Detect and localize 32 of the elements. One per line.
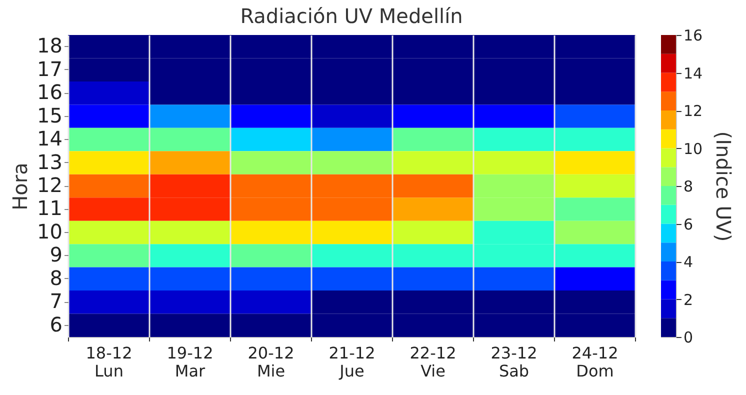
y-tick-label: 9: [50, 242, 62, 267]
color-bar-label: 8: [684, 178, 694, 196]
x-tick-label: 21-12 Jue: [328, 344, 376, 380]
x-tick-label: 22-12 Vie: [410, 344, 456, 380]
color-bar-title: (Indice UV): [712, 131, 736, 242]
y-tick-label: 6: [50, 312, 62, 336]
y-tick-label: 13: [37, 150, 62, 174]
y-tick-label: 14: [37, 126, 62, 151]
x-tick-label: 24-12 Dom: [572, 344, 618, 380]
color-bar-label: 12: [684, 102, 703, 120]
x-tick-label: 18-12 Lun: [86, 344, 132, 380]
color-bar-label: 6: [684, 215, 694, 234]
y-axis-title: Hora: [8, 162, 32, 210]
y-tick-label: 15: [37, 103, 62, 128]
color-bar-label: 16: [684, 26, 703, 44]
color-bar-label: 14: [684, 64, 703, 82]
y-tick-label: 11: [37, 196, 62, 220]
color-bar-label: 0: [684, 328, 694, 346]
x-tick-label: 20-12 Mie: [248, 344, 294, 380]
x-tick-label: 19-12 Mar: [166, 344, 214, 380]
y-tick-label: 12: [37, 173, 62, 197]
y-tick-label: 17: [37, 56, 62, 81]
y-tick-label: 18: [37, 34, 62, 58]
x-tick-label: 23-12 Sab: [490, 344, 538, 380]
y-tick-label: 7: [50, 289, 62, 314]
y-tick-label: 16: [37, 80, 62, 104]
color-bar-label: 2: [684, 290, 694, 309]
color-bar-label: 4: [684, 253, 694, 271]
y-tick-label: 10: [37, 219, 62, 244]
chart-title: Radiación UV Medellín: [240, 4, 463, 28]
y-tick-label: 8: [50, 266, 62, 290]
color-bar-label: 10: [684, 140, 703, 158]
